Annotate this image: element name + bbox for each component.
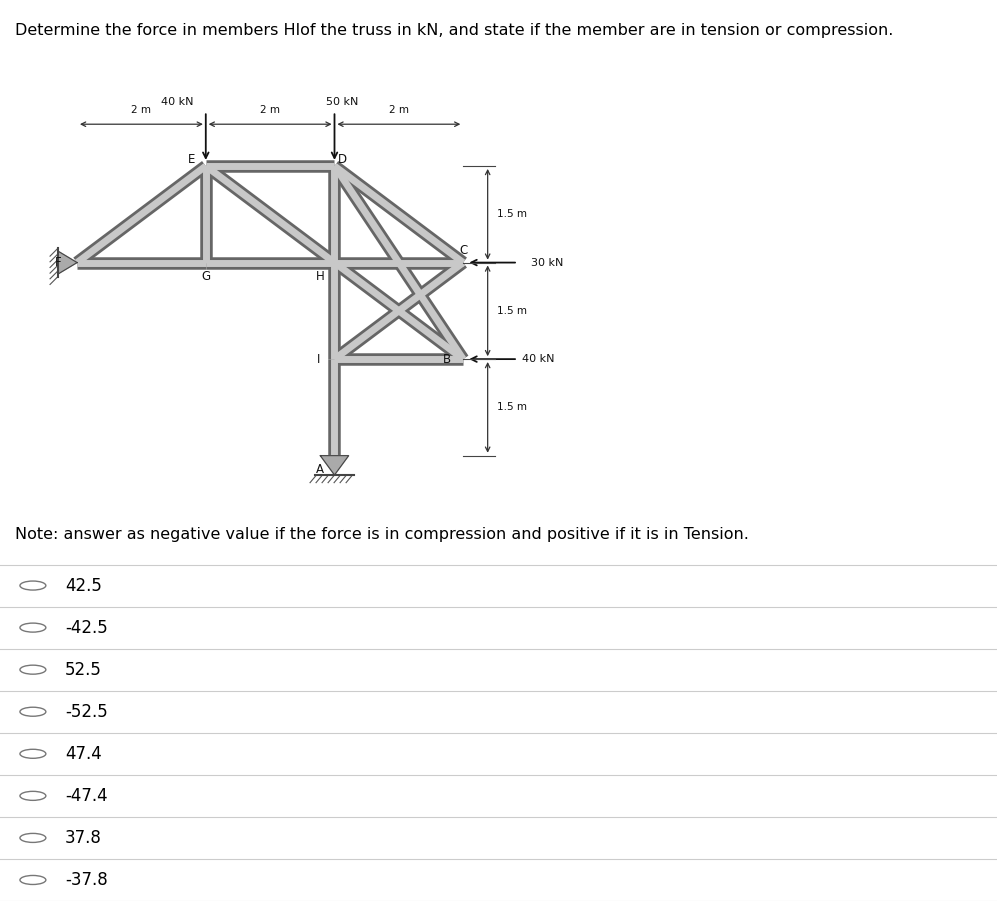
Text: 40 kN: 40 kN	[161, 96, 193, 107]
Text: 52.5: 52.5	[65, 660, 102, 678]
Text: H: H	[316, 270, 325, 283]
Text: E: E	[188, 153, 195, 166]
Text: 47.4: 47.4	[65, 745, 102, 763]
Text: Determine the force in members Hlof the truss in kN, and state if the member are: Determine the force in members Hlof the …	[15, 23, 893, 38]
Text: 1.5 m: 1.5 m	[498, 305, 527, 316]
Text: -52.5: -52.5	[65, 703, 108, 721]
Text: G: G	[201, 270, 210, 283]
Text: A: A	[316, 463, 324, 477]
Text: 50 kN: 50 kN	[326, 96, 358, 107]
Text: 2 m: 2 m	[260, 105, 280, 115]
Text: -47.4: -47.4	[65, 787, 108, 805]
Polygon shape	[320, 456, 349, 475]
Text: 1.5 m: 1.5 m	[498, 209, 527, 219]
Text: 37.8: 37.8	[65, 829, 102, 847]
Text: 1.5 m: 1.5 m	[498, 403, 527, 413]
Text: 2 m: 2 m	[389, 105, 409, 115]
Text: B: B	[443, 352, 452, 366]
Polygon shape	[58, 251, 77, 274]
Text: C: C	[459, 244, 468, 258]
Text: 30 kN: 30 kN	[530, 258, 563, 268]
Text: D: D	[338, 153, 347, 166]
Text: Note: answer as negative value if the force is in compression and positive if it: Note: answer as negative value if the fo…	[15, 527, 749, 542]
Text: I: I	[317, 352, 320, 366]
Text: -37.8: -37.8	[65, 871, 108, 889]
Text: 2 m: 2 m	[132, 105, 152, 115]
Text: -42.5: -42.5	[65, 619, 108, 637]
Text: 40 kN: 40 kN	[522, 354, 555, 364]
Text: F: F	[55, 256, 61, 269]
Text: 42.5: 42.5	[65, 577, 102, 595]
